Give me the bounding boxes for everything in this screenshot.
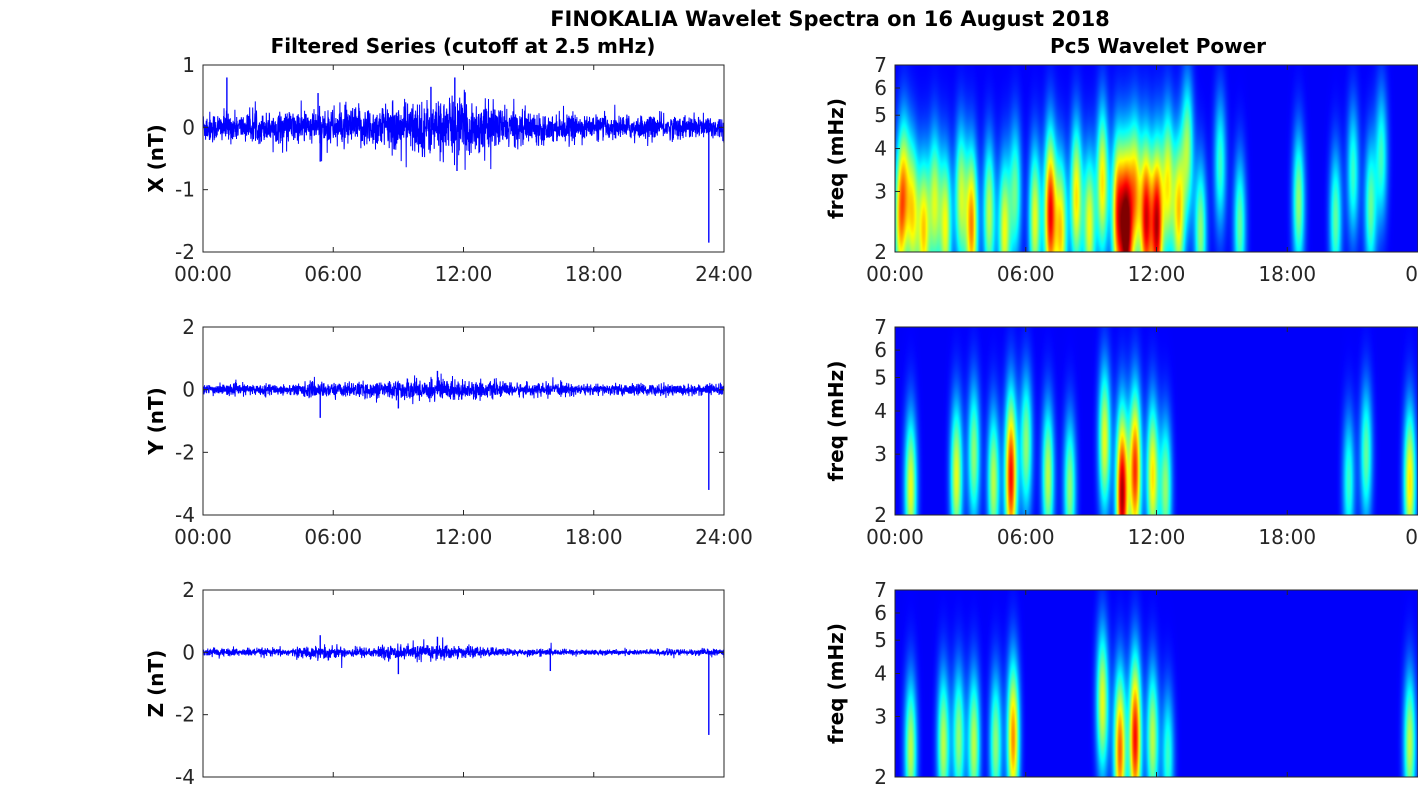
z-wavelet-ytick-label: 6 xyxy=(874,601,887,625)
plots-layer: 10-1-200:00 06:00 12:00 18:00 24:00X (nT)765… xyxy=(144,53,1418,788)
z-series-ytick-label: -4 xyxy=(175,765,195,788)
z-wavelet-ylabel: freq (mHz) xyxy=(824,623,848,744)
y-series-ylabel: Y (nT) xyxy=(144,387,168,456)
left-column-title: Filtered Series (cutoff at 2.5 mHz) xyxy=(271,34,656,58)
y-series-xtick-label: 24:00 xyxy=(695,525,753,549)
x-wavelet-ytick-label: 5 xyxy=(874,103,887,127)
y-series-xtick-label: 12:00 xyxy=(435,525,493,549)
y-wavelet-power-map xyxy=(895,327,1418,515)
y-wavelet-xtick-label: 12:00 xyxy=(1128,525,1186,549)
y-series-ytick-label: -2 xyxy=(175,440,195,464)
z-series-frame xyxy=(202,589,725,778)
y-series-ytick-label: 2 xyxy=(182,315,195,339)
x-series-line xyxy=(202,89,725,170)
x-series-xtick-label: 12:00 xyxy=(435,262,493,286)
x-series-ytick-label: 0 xyxy=(182,115,195,139)
y-wavelet-ytick-label: 7 xyxy=(874,315,887,339)
x-series-xtick-label: 00:00 xyxy=(174,262,232,286)
x-series-xtick-label: 06:00 xyxy=(304,262,362,286)
x-series-xtick-label: 18:00 xyxy=(565,262,623,286)
y-wavelet-xtick-label: 06:00 xyxy=(997,525,1055,549)
x-wavelet-ytick-label: 7 xyxy=(874,53,887,77)
y-series-line xyxy=(202,373,725,405)
right-column-title: Pc5 Wavelet Power xyxy=(1050,34,1266,58)
y-wavelet-xtick-label: 18:00 xyxy=(1258,525,1316,549)
z-series-ytick-label: -2 xyxy=(175,703,195,727)
z-wavelet-ytick-label: 5 xyxy=(874,628,887,652)
x-series-ylabel: X (nT) xyxy=(144,124,168,193)
y-series-panel xyxy=(202,370,725,490)
x-wavelet-xtick-label: 18:00 xyxy=(1258,262,1316,286)
z-series-panel xyxy=(202,635,725,735)
figure-title: FINOKALIA Wavelet Spectra on 16 August 2… xyxy=(550,7,1110,31)
y-series-frame xyxy=(202,326,725,516)
y-wavelet-xtick-label: 00:00 xyxy=(866,525,924,549)
y-wavelet-xtick-label: 00 xyxy=(1405,525,1418,549)
x-wavelet-xtick-label: 06:00 xyxy=(997,262,1055,286)
z-wavelet-ytick-label: 7 xyxy=(874,578,887,602)
y-wavelet-ytick-label: 3 xyxy=(874,442,887,466)
x-wavelet-ytick-label: 6 xyxy=(874,76,887,100)
z-wavelet-ytick-label: 2 xyxy=(874,765,887,788)
y-wavelet-ytick-label: 2 xyxy=(874,503,887,527)
x-series-ytick-label: -2 xyxy=(175,240,195,264)
y-wavelet-ytick-label: 6 xyxy=(874,338,887,362)
y-series-xtick-label: 18:00 xyxy=(565,525,623,549)
z-series-ylabel: Z (nT) xyxy=(144,650,168,718)
z-series-ytick-label: 2 xyxy=(182,578,195,602)
x-wavelet-ytick-label: 2 xyxy=(874,240,887,264)
z-wavelet-ytick-label: 3 xyxy=(874,704,887,728)
y-series-xtick-label: 00:00 xyxy=(174,525,232,549)
y-wavelet-ytick-label: 4 xyxy=(874,399,887,423)
z-wavelet-ytick-label: 4 xyxy=(874,662,887,686)
z-wavelet-power-map xyxy=(895,590,1418,777)
x-series-ytick-label: 1 xyxy=(182,53,195,77)
x-wavelet-xtick-label: 00 xyxy=(1405,262,1418,286)
x-series-panel xyxy=(202,77,725,243)
y-wavelet-ylabel: freq (mHz) xyxy=(824,361,848,482)
y-series-xtick-label: 06:00 xyxy=(304,525,362,549)
x-series-ytick-label: -1 xyxy=(175,178,195,202)
x-wavelet-power-map xyxy=(895,65,1418,252)
x-wavelet-ytick-label: 4 xyxy=(874,137,887,161)
z-series-line xyxy=(202,637,725,669)
z-series-ytick-label: 0 xyxy=(182,640,195,664)
x-wavelet-ytick-label: 3 xyxy=(874,179,887,203)
x-series-xtick-label: 24:00 xyxy=(695,262,753,286)
y-series-ytick-label: -4 xyxy=(175,503,195,527)
x-wavelet-xtick-label: 00:00 xyxy=(866,262,924,286)
x-wavelet-xtick-label: 12:00 xyxy=(1128,262,1186,286)
x-series-frame xyxy=(202,64,725,253)
y-wavelet-ytick-label: 5 xyxy=(874,365,887,389)
x-wavelet-ylabel: freq (mHz) xyxy=(824,98,848,219)
y-series-ytick-label: 0 xyxy=(182,378,195,402)
